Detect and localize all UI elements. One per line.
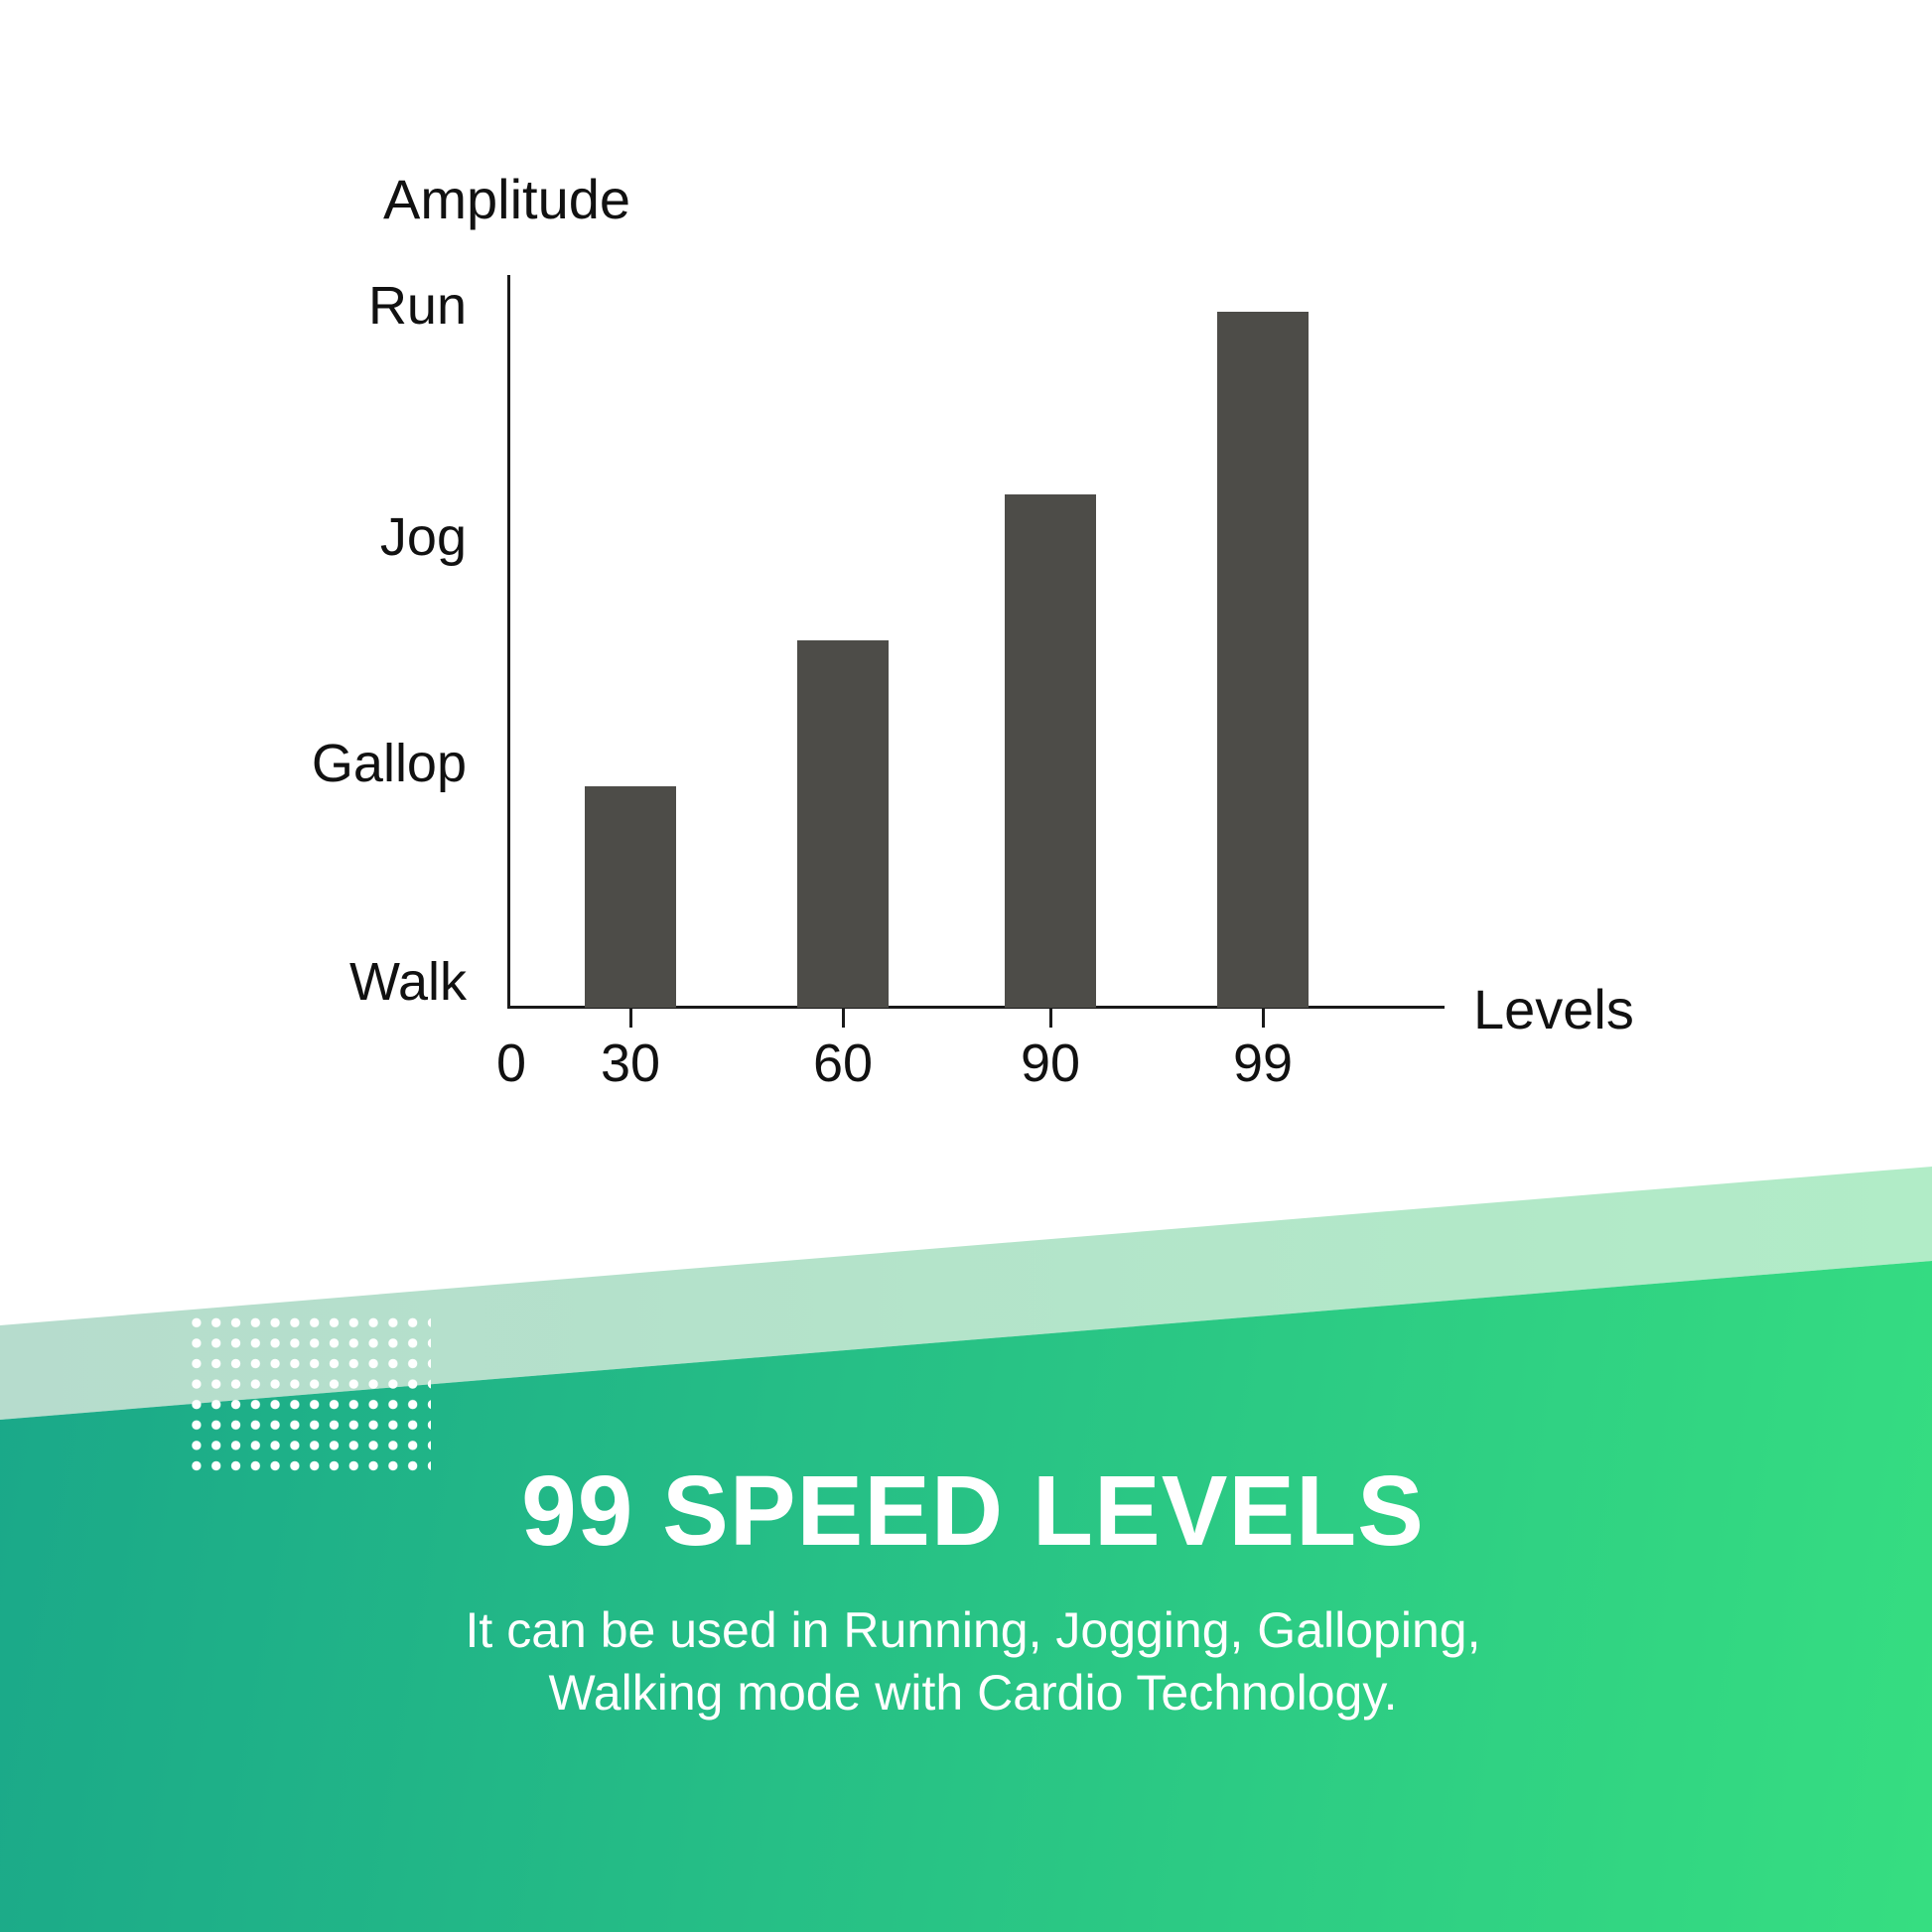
- y-axis-title: Amplitude: [383, 168, 631, 230]
- x-tick-mark-30: [629, 1009, 632, 1028]
- x-tick-mark-99: [1262, 1009, 1265, 1028]
- promo-subtitle-line2: Walking mode with Cardio Technology.: [548, 1665, 1398, 1721]
- x-tick-label-90: 90: [1020, 1034, 1081, 1093]
- x-axis-line: [507, 1006, 1445, 1009]
- promo-subtitle: It can be used in Running, Jogging, Gall…: [427, 1599, 1519, 1725]
- bar-level-60: [797, 640, 889, 1008]
- x-tick-label-30: 30: [600, 1034, 661, 1093]
- x-axis-title: Levels: [1473, 978, 1634, 1040]
- y-tick-label-walk: Walk: [349, 952, 467, 1012]
- y-tick-label-run: Run: [367, 276, 467, 336]
- x-tick-mark-90: [1049, 1009, 1052, 1028]
- y-tick-label-gallop: Gallop: [311, 734, 467, 793]
- y-tick-label-jog: Jog: [379, 507, 467, 567]
- x-tick-label-60: 60: [812, 1034, 874, 1093]
- promo-text-block: 99 SPEED LEVELS It can be used in Runnin…: [427, 1459, 1519, 1725]
- dot-pattern-decoration: [187, 1312, 431, 1478]
- y-axis-line: [507, 275, 510, 1009]
- bar-level-30: [585, 786, 676, 1008]
- promo-subtitle-line1: It can be used in Running, Jogging, Gall…: [465, 1602, 1481, 1658]
- bar-level-99: [1217, 312, 1309, 1008]
- x-tick-label-99: 99: [1232, 1034, 1294, 1093]
- x-tick-mark-60: [842, 1009, 845, 1028]
- x-tick-label-0: 0: [495, 1034, 527, 1093]
- promo-title: 99 SPEED LEVELS: [521, 1455, 1425, 1567]
- bar-level-90: [1005, 494, 1096, 1008]
